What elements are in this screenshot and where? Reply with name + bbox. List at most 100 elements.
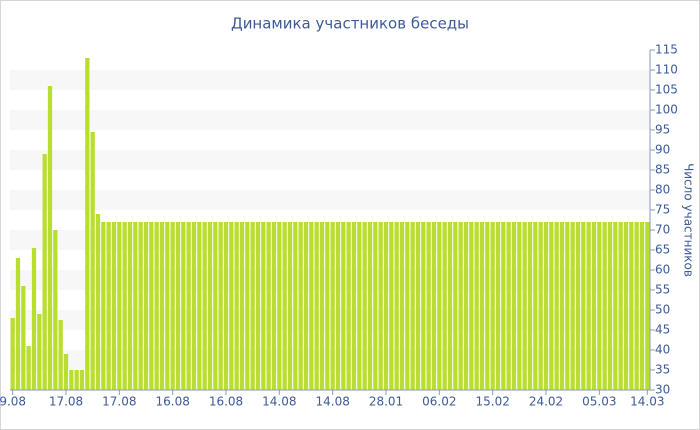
bar	[271, 222, 277, 390]
bar	[138, 222, 143, 390]
bar	[506, 222, 511, 390]
bar	[223, 222, 229, 390]
x-tick-label: 16.08	[209, 395, 243, 409]
bar	[495, 222, 501, 390]
bar	[533, 222, 538, 390]
y-tick-label: 110	[655, 63, 678, 77]
bar	[522, 222, 527, 390]
bar	[261, 222, 266, 390]
bar	[10, 318, 15, 390]
y-tick-label: 85	[655, 163, 670, 177]
x-tick-label: 05.03	[582, 395, 616, 409]
bar	[629, 222, 634, 390]
bar	[634, 222, 639, 390]
bar	[69, 370, 74, 390]
bar	[85, 58, 90, 390]
bar	[37, 314, 42, 390]
bar	[181, 222, 186, 390]
grid-band	[10, 70, 650, 90]
bar	[485, 222, 490, 390]
y-tick-label: 45	[655, 323, 670, 337]
bar	[303, 222, 309, 390]
x-tick-label: 9.08	[0, 395, 26, 409]
bar	[394, 222, 399, 390]
bar	[351, 222, 357, 390]
bar	[95, 214, 101, 390]
bar	[581, 222, 586, 390]
bar	[346, 222, 351, 390]
bar	[159, 222, 165, 390]
bar	[287, 222, 293, 390]
bar	[42, 154, 47, 390]
bar	[602, 222, 607, 390]
bar	[373, 222, 378, 390]
y-tick-label: 70	[655, 223, 670, 237]
bar	[479, 222, 485, 390]
grid-band	[10, 310, 650, 330]
bar	[31, 248, 37, 390]
y-tick-label: 105	[655, 83, 678, 97]
bar	[565, 222, 570, 390]
bar	[239, 222, 245, 390]
bar	[570, 222, 575, 390]
bar	[165, 222, 170, 390]
x-tick-label: 28.01	[369, 395, 403, 409]
bar	[357, 222, 362, 390]
y-tick-label: 90	[655, 143, 670, 157]
bar	[554, 222, 559, 390]
bar	[255, 222, 261, 390]
bar	[618, 222, 623, 390]
bar	[79, 370, 85, 390]
bar	[298, 222, 303, 390]
bar	[378, 222, 383, 390]
x-tick-label: 14.03	[630, 395, 664, 409]
bar	[106, 222, 111, 390]
grid-band	[10, 350, 650, 370]
bar	[191, 222, 197, 390]
bar	[490, 222, 495, 390]
bar	[335, 222, 341, 390]
y-tick-label: 35	[655, 363, 670, 377]
bar	[202, 222, 207, 390]
bar	[549, 222, 554, 390]
bar	[154, 222, 159, 390]
bar	[607, 222, 613, 390]
x-tick-label: 06.02	[422, 395, 456, 409]
bar	[74, 370, 79, 390]
bar	[591, 222, 597, 390]
grid-band	[10, 150, 650, 170]
bar	[623, 222, 629, 390]
bar	[314, 222, 319, 390]
bar	[117, 222, 122, 390]
bar	[613, 222, 618, 390]
bar	[47, 86, 53, 390]
bar	[367, 222, 373, 390]
bar	[15, 258, 21, 390]
y-tick-label: 75	[655, 203, 670, 217]
bar	[229, 222, 234, 390]
x-tick-label: 14.08	[262, 395, 296, 409]
bar	[218, 222, 223, 390]
bar	[101, 222, 106, 390]
bar	[458, 222, 463, 390]
bar	[341, 222, 346, 390]
bar	[639, 222, 645, 390]
bar	[538, 222, 543, 390]
bar	[463, 222, 469, 390]
bar	[586, 222, 591, 390]
bar	[175, 222, 181, 390]
bar	[469, 222, 474, 390]
bar	[250, 222, 255, 390]
bar	[575, 222, 581, 390]
bar	[597, 222, 602, 390]
bar	[383, 222, 389, 390]
bar	[207, 222, 213, 390]
bar	[453, 222, 458, 390]
bar	[421, 222, 426, 390]
bar	[389, 222, 394, 390]
bar	[127, 222, 133, 390]
bar	[143, 222, 149, 390]
y-axis-label: Число участников	[682, 163, 696, 277]
bar	[517, 222, 522, 390]
